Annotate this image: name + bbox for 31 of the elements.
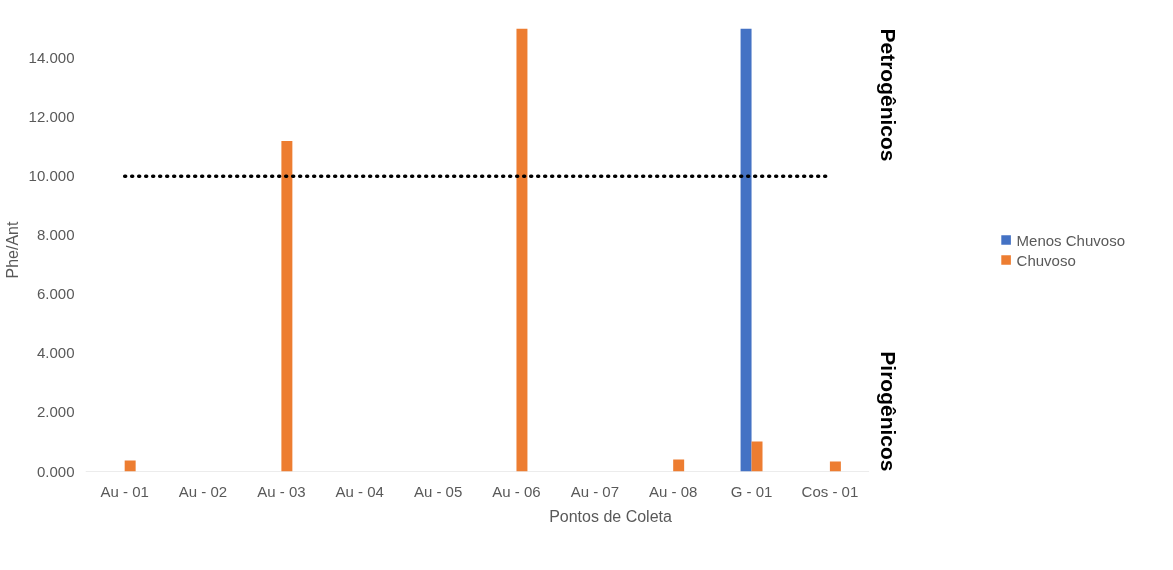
bar	[740, 28, 752, 472]
y-axis-title: Phe/Ant	[3, 220, 21, 279]
x-tick-label: Cos - 01	[801, 482, 859, 500]
y-tick-label: 10.000	[28, 167, 75, 185]
bar	[516, 28, 528, 472]
x-tick-label: Au - 02	[178, 482, 228, 500]
x-tick-label: Au - 05	[413, 482, 463, 500]
bar	[829, 461, 841, 472]
x-tick-label: Au - 07	[570, 482, 620, 500]
bar	[124, 460, 136, 472]
x-tick-label: Au - 01	[100, 482, 149, 500]
text: Petrogênicos	[877, 28, 901, 162]
x-tick-label: Au - 06	[492, 482, 541, 500]
legend-label: Menos Chuvoso	[1016, 231, 1125, 248]
y-tick-label: 14.000	[28, 49, 75, 67]
y-tick-label: 8.000	[36, 226, 75, 244]
y-tick-label: 4.000	[36, 344, 75, 362]
legend-label: Chuvoso	[1016, 251, 1076, 268]
bar	[673, 459, 685, 472]
y-tick-label: 12.000	[28, 108, 75, 126]
y-tick-label: 2.000	[36, 403, 75, 421]
x-tick-label: Au - 03	[257, 482, 306, 500]
bar	[281, 141, 293, 472]
x-axis-title: Pontos de Coleta	[549, 507, 672, 525]
x-tick-label: Au - 08	[649, 482, 698, 500]
bar	[751, 441, 763, 472]
x-tick-label: Au - 04	[335, 482, 384, 500]
y-tick-label: 6.000	[36, 285, 75, 303]
x-tick-label: G - 01	[730, 482, 773, 500]
y-tick-label: 0.000	[36, 462, 75, 480]
text: Pirogênicos	[877, 351, 901, 472]
